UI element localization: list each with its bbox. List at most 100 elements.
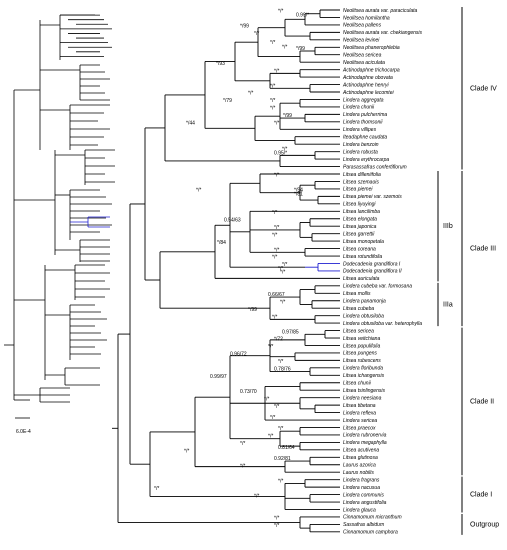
- taxon-label: Litsea ichangensis: [343, 373, 385, 379]
- support-value: */*: [254, 493, 259, 499]
- support-value: */84: [217, 240, 226, 246]
- taxon-label: Neolitsea pallens: [343, 23, 382, 29]
- support-value: */*: [278, 426, 283, 432]
- taxon-label: Lindera glauca: [343, 507, 376, 513]
- support-value: 0.99/97: [210, 374, 227, 380]
- taxon-label: Actinodaphne henryi: [342, 82, 389, 88]
- support-value: 0.92/81: [274, 456, 291, 462]
- support-values: 0.99/**/**/99*/**/99*/**/**/**/93*/**/**…: [154, 9, 309, 529]
- support-value: */*: [268, 344, 273, 350]
- taxon-label: Lindera fragrans: [343, 477, 380, 483]
- support-value: */*: [154, 486, 159, 492]
- taxon-label: Lindera floribunda: [343, 366, 383, 372]
- scale-bar: 6.0E-4: [15, 417, 31, 435]
- taxon-label: Litsea tibetana: [343, 403, 376, 409]
- support-value: 0.81/64: [278, 445, 295, 451]
- clade-label: Outgroup: [470, 521, 499, 528]
- support-value: */*: [196, 188, 201, 194]
- support-value: */94: [294, 188, 303, 194]
- taxon-label: Litsea acutivena: [343, 448, 379, 454]
- taxon-label: Actinodaphne obovata: [342, 75, 393, 81]
- support-value: */*: [274, 523, 279, 529]
- support-value: */*: [274, 516, 279, 522]
- taxon-label: Lindera benzoin: [343, 142, 379, 148]
- support-value: */*: [278, 9, 283, 15]
- support-value: */*: [240, 463, 245, 469]
- support-value: 0.97/85: [282, 329, 299, 335]
- taxon-label: Lindera megaphylla: [343, 440, 387, 446]
- support-value: */*: [274, 404, 279, 410]
- taxon-label: Litsea coreana: [343, 246, 376, 252]
- support-value: */*: [278, 359, 283, 365]
- support-value: */*: [270, 106, 275, 112]
- taxon-label: Lindera reflexa: [343, 410, 376, 416]
- support-value: */81: [294, 191, 303, 197]
- taxon-label: Litsea tsinlingensis: [343, 388, 385, 394]
- taxon-label: Litsea pungens: [343, 351, 377, 357]
- support-value: */*: [272, 210, 277, 216]
- support-value: 0.99/*: [296, 12, 309, 18]
- support-value: 0.66/67: [268, 292, 285, 298]
- taxon-label: Lindera chunii: [343, 105, 375, 111]
- taxon-label: Litsea piemei var. szemois: [343, 194, 402, 200]
- support-value: */*: [272, 314, 277, 320]
- taxon-label: Actinodaphne lecomtei: [342, 90, 394, 96]
- taxon-label: Litsea veitchiana: [343, 336, 380, 342]
- taxon-label: Lindera erythrocarpa: [343, 157, 389, 163]
- cladogram: [112, 9, 340, 533]
- support-value: 0.96/72: [230, 352, 247, 358]
- taxon-label: Litsea auriculata: [343, 276, 380, 282]
- taxon-label: Lindera pulcherrima: [343, 112, 387, 118]
- support-value: */*: [268, 434, 273, 440]
- taxon-label: Lindera neesiana: [343, 395, 382, 401]
- taxon-label: Lindera obtusiloba var. heterophylla: [343, 321, 422, 327]
- taxon-label: Lindera cubeba var. formosana: [343, 284, 412, 290]
- support-value: */*: [248, 91, 253, 97]
- support-value: */*: [270, 98, 275, 104]
- support-value: */99: [283, 113, 292, 119]
- support-value: */*: [274, 121, 279, 127]
- support-value: */99: [240, 24, 249, 30]
- taxon-label: Litsea piemei: [343, 187, 373, 193]
- support-value: */*: [278, 478, 283, 484]
- support-value: */*: [270, 415, 275, 421]
- taxon-label: Sassafras albidum: [343, 522, 384, 528]
- subclade-label: IIIa: [443, 301, 453, 308]
- support-value: */*: [274, 68, 279, 74]
- support-value: */*: [282, 262, 287, 268]
- taxon-label: Litsea chunii: [343, 381, 372, 387]
- support-value: */*: [270, 83, 275, 89]
- subclade-label: IIIb: [443, 223, 453, 230]
- taxon-label: Lindera angustifolia: [343, 500, 387, 506]
- taxon-labels: Neolitsea aurata var. paraciculataNeolit…: [342, 8, 423, 536]
- phylogram: [4, 14, 115, 403]
- taxon-label: Litsea cubeba: [343, 306, 374, 312]
- taxon-label: Litsea japonica: [343, 224, 377, 230]
- taxon-label: Lindera nacusua: [343, 485, 380, 491]
- support-value: */*: [264, 396, 269, 402]
- support-value: */*: [272, 232, 277, 238]
- taxon-label: Iteadaphne caudata: [343, 135, 387, 141]
- taxon-label: Neolitsea phanerophlebia: [343, 45, 400, 51]
- taxon-label: Dodecadenia grandiflora II: [343, 269, 402, 275]
- taxon-label: Litsea monopetala: [343, 239, 384, 245]
- taxon-label: Litsea mollis: [343, 291, 371, 297]
- taxon-label: Parasassafras confertiflorum: [343, 164, 407, 170]
- taxon-label: Actinodaphne trichocarpa: [342, 67, 400, 73]
- support-value: */93: [216, 61, 225, 67]
- support-value: */*: [280, 270, 285, 276]
- support-value: */*: [274, 247, 279, 253]
- taxon-label: Litsea szemaois: [343, 179, 379, 185]
- support-value: 0.54/63: [224, 217, 241, 223]
- taxon-label: Lindera robusta: [343, 149, 378, 155]
- taxon-label: Lindera obtusiloba: [343, 313, 384, 319]
- taxon-label: Lindera sericea: [343, 418, 377, 424]
- support-value: */44: [186, 121, 195, 127]
- taxon-label: Dodecadenia grandiflora I: [343, 261, 401, 267]
- taxon-label: Neolitsea aciculata: [343, 60, 385, 66]
- taxon-label: Laurus azorica: [343, 463, 376, 469]
- clade-label: Clade IV: [470, 85, 497, 92]
- support-value: */*: [254, 31, 259, 37]
- taxon-label: Litsea populifolia: [343, 343, 380, 349]
